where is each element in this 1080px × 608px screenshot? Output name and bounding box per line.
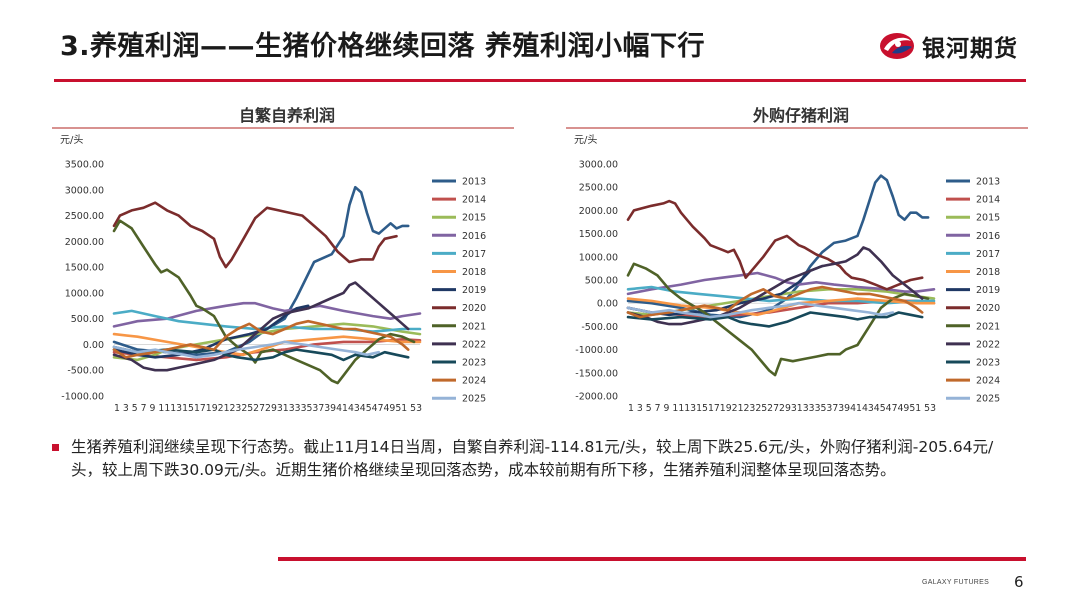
series-line-2020: [112, 201, 398, 269]
series-line-2021: [626, 262, 930, 377]
series-line-2021: [112, 219, 416, 385]
bullet-list: 生猪养殖利润继续呈现下行态势。截止11月14日当周，自繁自养利润-114.81元…: [52, 436, 1012, 482]
chart-purchased-piglets: 外购仔猪利润元/头 3000.00 2500.00 2000.00 1500.00 100…: [566, 95, 1036, 429]
legend-label-2022: 2022: [462, 339, 486, 350]
brand-name: 银河期货: [922, 36, 1018, 62]
y-tick-label: 2500.00: [579, 183, 618, 194]
y-tick-label: -1000.00: [61, 392, 104, 403]
legend-label-2025: 2025: [462, 394, 486, 405]
y-tick-label: -2000.00: [575, 392, 618, 403]
legend-label-2013: 2013: [976, 177, 1000, 188]
series-line-2025: [112, 340, 381, 359]
series-line-2024: [112, 319, 410, 359]
y-tick-label: 1500.00: [579, 229, 618, 240]
legend-label-2024: 2024: [976, 376, 1000, 387]
x-tick-labels: 1 3 5 7 9 111315171921232527293133353739…: [114, 403, 422, 414]
series-line-2024: [626, 285, 924, 319]
y-tick-label: 1500.00: [65, 263, 104, 274]
series-line-2018: [112, 332, 422, 357]
legend-label-2016: 2016: [976, 231, 1000, 242]
series-line-2022: [112, 281, 410, 372]
y-tick-label: -1000.00: [575, 345, 618, 356]
y-tick-label: 500.00: [71, 314, 104, 325]
brand-logo: 银河期货: [878, 29, 1018, 63]
y-tick-label: 500.00: [585, 276, 618, 287]
chart-title: 外购仔猪利润: [752, 106, 849, 125]
legend-label-2025: 2025: [976, 394, 1000, 405]
series-line-2013: [112, 185, 410, 357]
legend-label-2014: 2014: [462, 195, 486, 206]
y-tick-label: 0.00: [83, 340, 104, 351]
legend-label-2017: 2017: [976, 249, 1000, 260]
y-tick-label: -500.00: [581, 322, 618, 333]
x-tick-labels: 1 3 5 7 9 111315171921232527293133353739…: [628, 403, 936, 414]
series-line-2023: [112, 345, 410, 362]
series-line-2013: [626, 174, 930, 319]
legend-label-2013: 2013: [462, 177, 486, 188]
bullet-square-icon: [52, 444, 59, 451]
chart-title: 自繁自养利润: [239, 106, 335, 125]
legend-label-2019: 2019: [976, 285, 1000, 296]
legend-label-2018: 2018: [976, 267, 1000, 278]
legend-label-2020: 2020: [976, 303, 1000, 314]
series-line-2022: [626, 246, 924, 326]
bullet-text: 生猪养殖利润继续呈现下行态势。截止11月14日当周，自繁自养利润-114.81元…: [71, 438, 994, 479]
y-tick-label: -500.00: [67, 366, 104, 377]
legend-label-2018: 2018: [462, 267, 486, 278]
page-title: 3.养殖利润——生猪价格继续回落 养殖利润小幅下行: [60, 31, 705, 62]
bullet-item: 生猪养殖利润继续呈现下行态势。截止11月14日当周，自繁自养利润-114.81元…: [52, 436, 1012, 482]
series-line-2016: [626, 271, 936, 296]
legend-label-2021: 2021: [462, 321, 486, 332]
series-line-2023: [626, 311, 924, 328]
y-tick-label: 3500.00: [65, 160, 104, 171]
unit-label: 元/头: [60, 134, 83, 146]
legend-label-2016: 2016: [462, 231, 486, 242]
galaxy-swirl-icon: [880, 33, 914, 59]
y-tick-label: 0.00: [597, 299, 618, 310]
y-tick-label: 2500.00: [65, 211, 104, 222]
legend-label-2015: 2015: [462, 213, 486, 224]
y-tick-label: 3000.00: [65, 185, 104, 196]
legend-label-2023: 2023: [976, 358, 1000, 369]
legend-label-2019: 2019: [462, 285, 486, 296]
legend-label-2022: 2022: [976, 339, 1000, 350]
chart-self-breeding: 自繁自养利润元/头 3500.00 3000.00 2500.00 2000.00 150…: [52, 95, 522, 429]
legend-label-2015: 2015: [976, 213, 1000, 224]
series-line-2016: [112, 301, 422, 328]
y-tick-label: 1000.00: [65, 288, 104, 299]
legend-label-2021: 2021: [976, 321, 1000, 332]
y-tick-label: -1500.00: [575, 368, 618, 379]
y-tick-label: 2000.00: [65, 237, 104, 248]
page-number: 6: [1014, 573, 1024, 591]
y-tick-label: 2000.00: [579, 206, 618, 217]
y-tick-label: 3000.00: [579, 160, 618, 171]
legend-label-2020: 2020: [462, 303, 486, 314]
footer-brand: GALAXY FUTURES: [922, 579, 990, 586]
y-tick-label: 1000.00: [579, 252, 618, 263]
title-divider: [54, 79, 1026, 82]
series-line-2018: [626, 297, 936, 317]
legend-label-2023: 2023: [462, 358, 486, 369]
series-line-2025: [626, 301, 895, 319]
legend-label-2017: 2017: [462, 249, 486, 260]
unit-label: 元/头: [574, 134, 597, 146]
legend-label-2024: 2024: [462, 376, 486, 387]
legend-label-2014: 2014: [976, 195, 1000, 206]
bottom-divider: [278, 557, 1026, 561]
series-line-2020: [626, 199, 924, 291]
